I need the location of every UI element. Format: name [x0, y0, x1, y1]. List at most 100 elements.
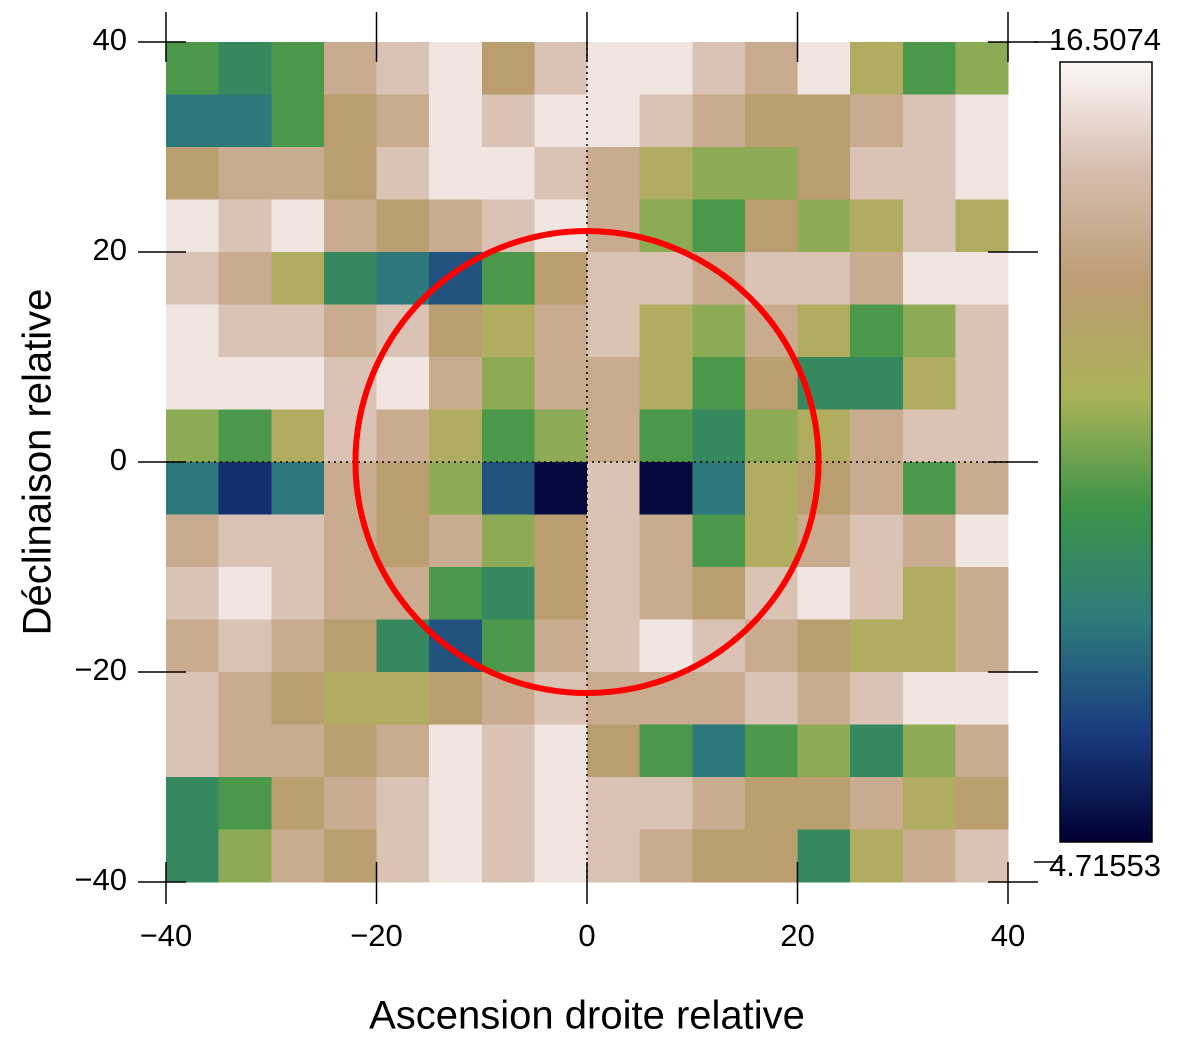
heat-cell: [692, 724, 746, 778]
heat-cell: [323, 94, 377, 148]
heat-cell: [744, 829, 798, 883]
heat-cell: [797, 42, 851, 95]
heat-cell: [902, 724, 956, 778]
heat-cell: [850, 462, 904, 515]
heat-cell: [639, 777, 693, 830]
heat-cell: [587, 672, 641, 725]
heat-cell: [218, 252, 272, 305]
heat-cell: [218, 672, 272, 725]
heat-cell: [271, 94, 325, 148]
heat-cell: [376, 462, 430, 515]
heat-cell: [902, 829, 956, 883]
heat-cell: [692, 199, 746, 253]
heat-cell: [481, 357, 535, 410]
heat-cell: [797, 829, 851, 883]
heat-cell: [481, 567, 535, 620]
heat-cell: [587, 777, 641, 830]
heat-cell: [587, 94, 641, 148]
heat-cell: [534, 514, 588, 568]
heat-cell: [639, 304, 693, 358]
heat-cell: [850, 304, 904, 358]
heat-cell: [166, 304, 220, 358]
heat-cell: [639, 462, 693, 515]
heat-cell: [481, 94, 535, 148]
heat-cell: [797, 619, 851, 673]
heat-cell: [902, 777, 956, 830]
heat-cell: [744, 619, 798, 673]
heat-cell: [429, 514, 483, 568]
heat-cell: [429, 462, 483, 515]
heat-cell: [218, 199, 272, 253]
heat-cell: [166, 724, 220, 778]
heat-cell: [692, 462, 746, 515]
heat-cell: [744, 409, 798, 463]
heat-cell: [692, 147, 746, 200]
heat-cell: [955, 514, 1009, 568]
heat-cell: [587, 724, 641, 778]
heat-cell: [271, 42, 325, 95]
heat-cell: [692, 357, 746, 410]
heat-cell: [902, 252, 956, 305]
heat-cell: [639, 252, 693, 305]
heat-cell: [534, 147, 588, 200]
heat-cell: [271, 619, 325, 673]
heat-cell: [218, 409, 272, 463]
heat-cell: [744, 42, 798, 95]
heat-cell: [587, 304, 641, 358]
heat-cell: [166, 357, 220, 410]
heat-cell: [166, 199, 220, 253]
heat-cell: [534, 357, 588, 410]
heat-cell: [376, 252, 430, 305]
heat-cell: [902, 199, 956, 253]
heat-cell: [902, 357, 956, 410]
heat-cell: [429, 42, 483, 95]
heat-cell: [744, 147, 798, 200]
heat-cell: [639, 147, 693, 200]
heat-cell: [166, 514, 220, 568]
heat-cell: [481, 514, 535, 568]
heat-cell: [955, 777, 1009, 830]
heat-cell: [429, 304, 483, 358]
heat-cell: [166, 829, 220, 883]
heat-cell: [534, 619, 588, 673]
heat-cell: [376, 829, 430, 883]
heat-cell: [850, 619, 904, 673]
heat-cell: [534, 42, 588, 95]
heat-cell: [744, 252, 798, 305]
heat-cell: [639, 357, 693, 410]
heat-cell: [639, 42, 693, 95]
heat-cell: [902, 567, 956, 620]
heatmap: [166, 42, 1009, 883]
heat-cell: [850, 147, 904, 200]
heat-cell: [429, 409, 483, 463]
heat-cell: [534, 304, 588, 358]
heat-cell: [429, 672, 483, 725]
heat-cell: [534, 252, 588, 305]
heat-cell: [271, 199, 325, 253]
heat-cell: [218, 514, 272, 568]
heat-cell: [323, 42, 377, 95]
heat-cell: [850, 252, 904, 305]
heat-cell: [429, 147, 483, 200]
heat-cell: [323, 724, 377, 778]
heat-cell: [271, 357, 325, 410]
heat-cell: [534, 409, 588, 463]
heat-cell: [587, 462, 641, 515]
heat-cell: [955, 672, 1009, 725]
heat-cell: [323, 672, 377, 725]
heat-cell: [955, 409, 1009, 463]
heat-cell: [271, 777, 325, 830]
heat-cell: [481, 409, 535, 463]
heat-cell: [166, 94, 220, 148]
heat-cell: [271, 409, 325, 463]
heat-cell: [323, 252, 377, 305]
heat-cell: [481, 462, 535, 515]
heat-cell: [692, 304, 746, 358]
heat-cell: [218, 304, 272, 358]
heat-cell: [744, 199, 798, 253]
heat-cell: [429, 357, 483, 410]
y-tick-label: 0: [110, 442, 127, 477]
heat-cell: [797, 199, 851, 253]
heat-cell: [376, 409, 430, 463]
heat-cell: [218, 567, 272, 620]
